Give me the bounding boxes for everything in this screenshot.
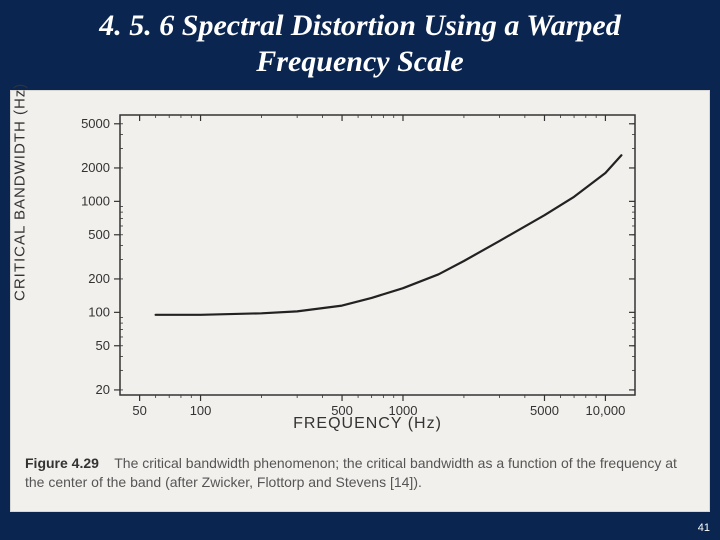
- figure-caption: Figure 4.29 The critical bandwidth pheno…: [25, 454, 695, 492]
- svg-text:20: 20: [96, 382, 110, 397]
- slide-title: 4. 5. 6 Spectral Distortion Using a Warp…: [0, 0, 720, 84]
- caption-label: Figure 4.29: [25, 455, 99, 471]
- svg-text:100: 100: [88, 304, 110, 319]
- caption-text: The critical bandwidth phenomenon; the c…: [25, 455, 677, 490]
- svg-text:200: 200: [88, 271, 110, 286]
- x-axis-label: FREQUENCY (Hz): [65, 415, 670, 433]
- svg-text:1000: 1000: [81, 193, 110, 208]
- line-chart: 501005001000500010,000205010020050010002…: [65, 105, 655, 435]
- svg-text:500: 500: [88, 227, 110, 242]
- slide: 4. 5. 6 Spectral Distortion Using a Warp…: [0, 0, 720, 540]
- y-axis-label: CRITICAL BANDWIDTH (Hz): [12, 83, 29, 301]
- figure-panel: CRITICAL BANDWIDTH (Hz) 5010050010005000…: [10, 90, 710, 512]
- page-number: 41: [698, 522, 710, 534]
- svg-text:50: 50: [96, 338, 110, 353]
- chart-area: 501005001000500010,000205010020050010002…: [65, 105, 670, 395]
- svg-text:5000: 5000: [81, 116, 110, 131]
- svg-text:2000: 2000: [81, 160, 110, 175]
